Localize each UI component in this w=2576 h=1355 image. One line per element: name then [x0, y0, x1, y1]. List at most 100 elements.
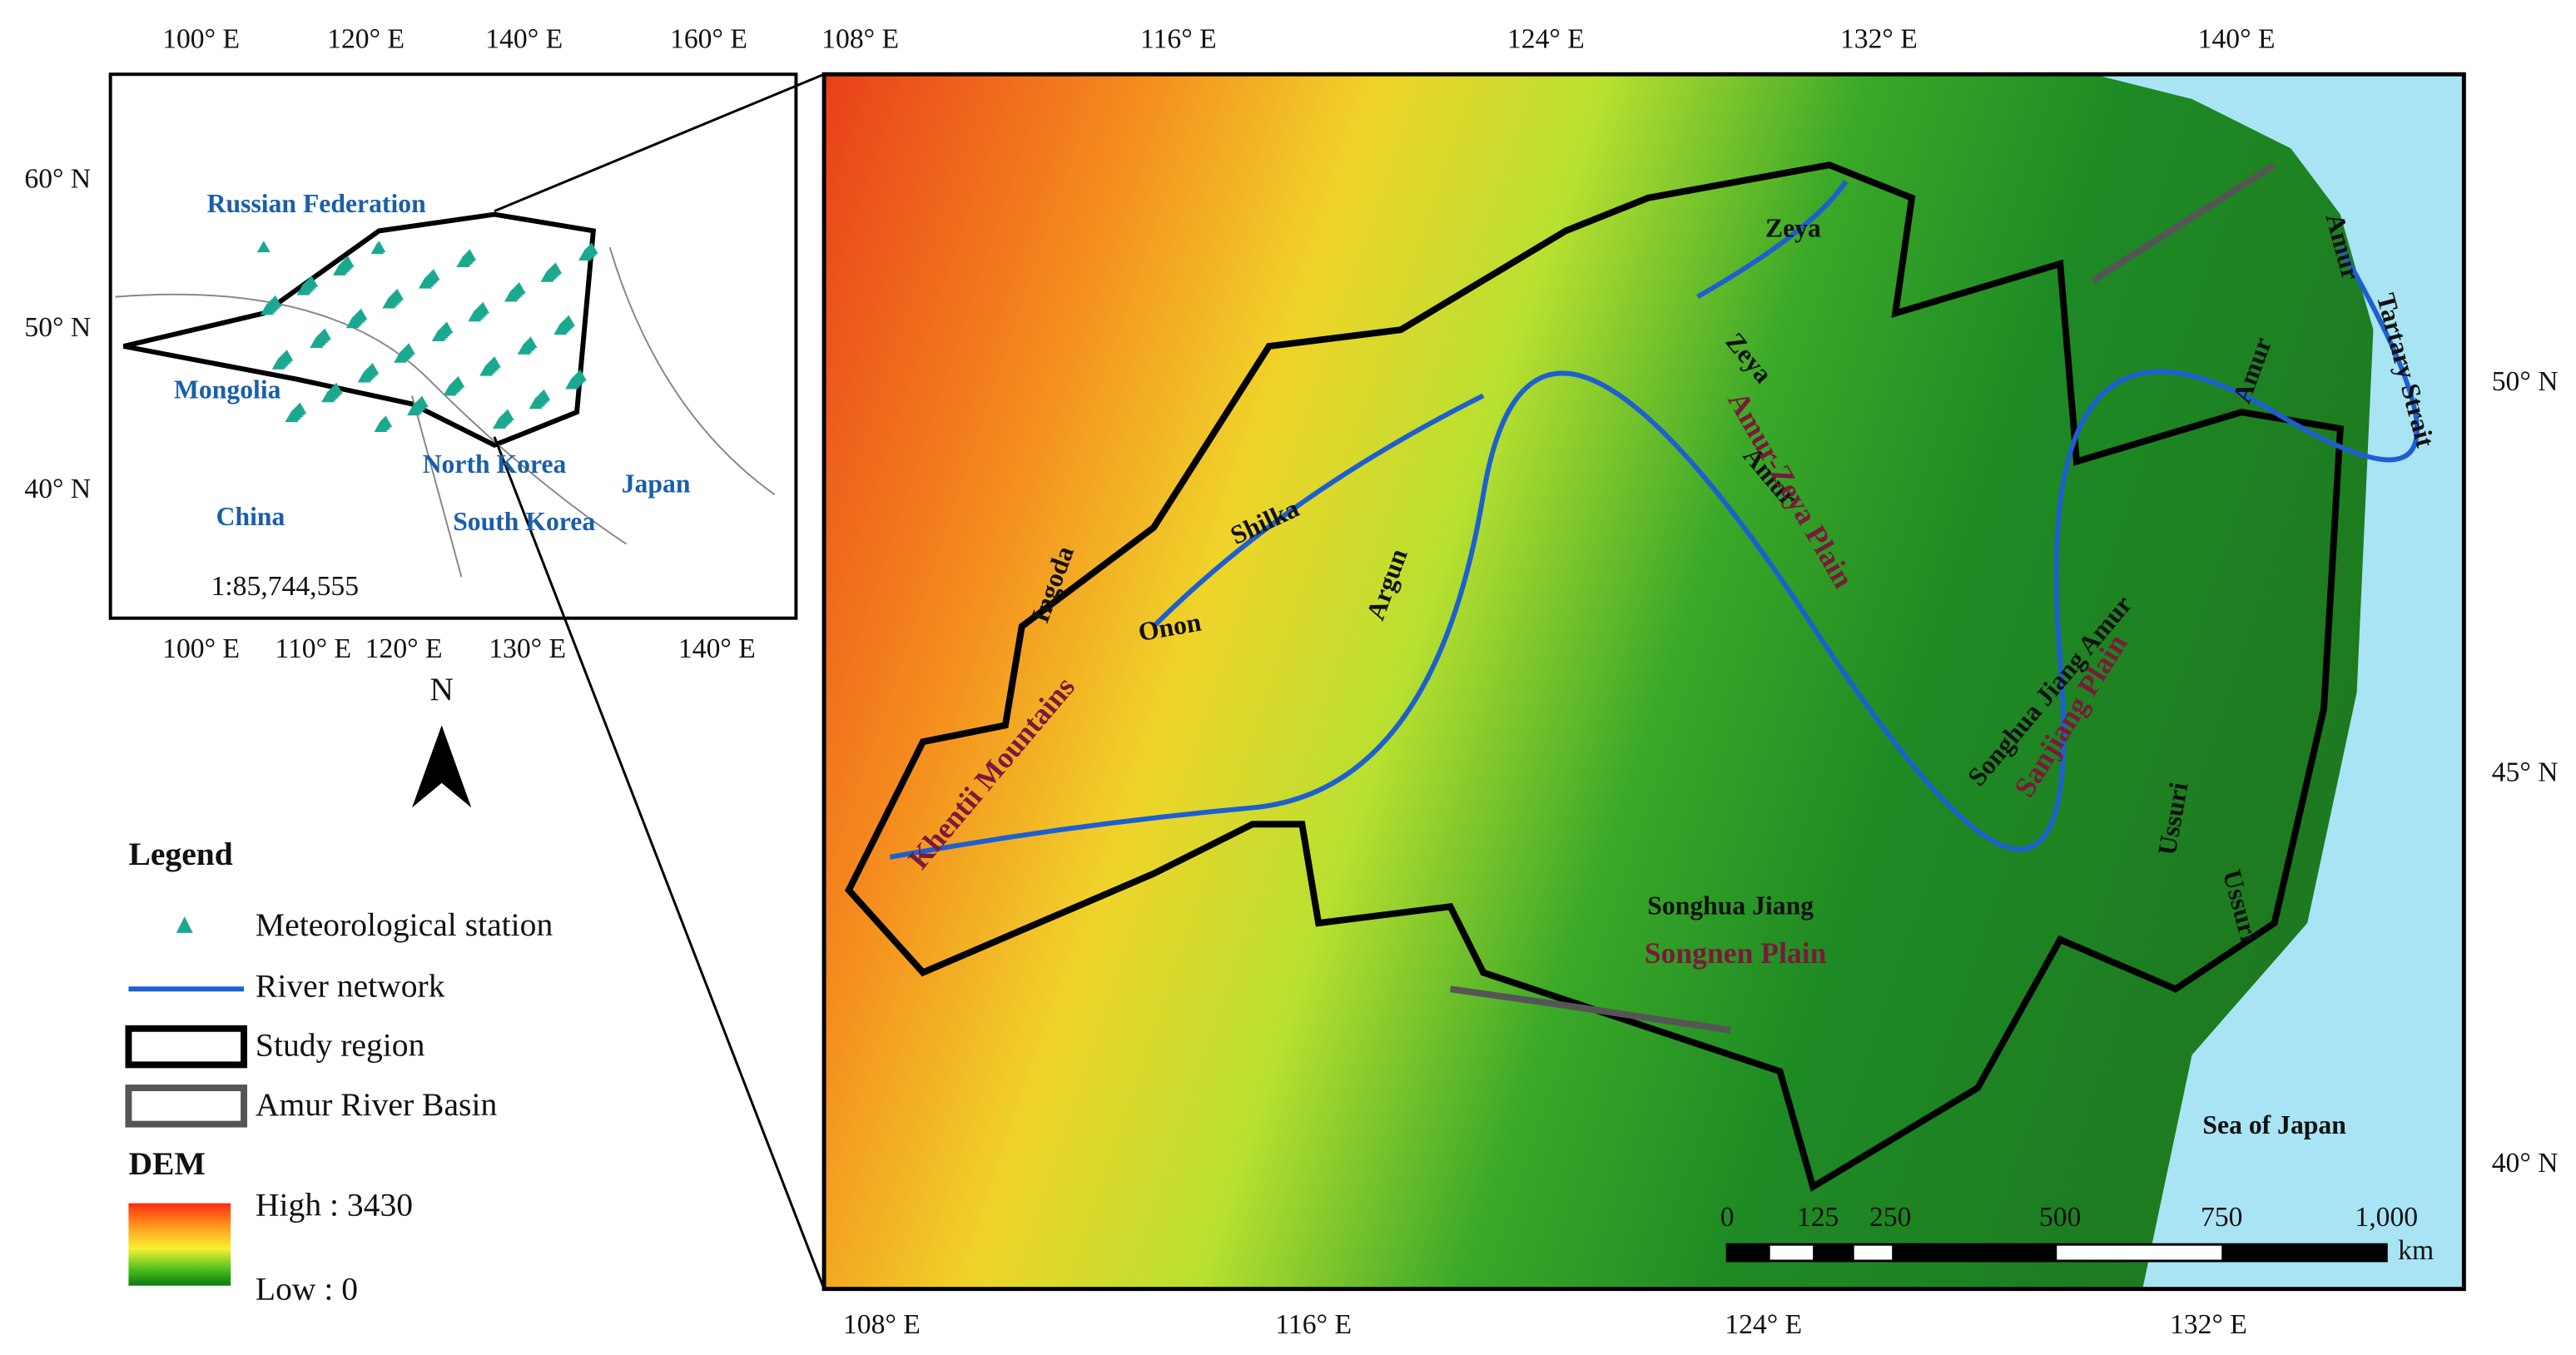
scale-tick: 1,000 [2355, 1202, 2418, 1233]
north-arrow [412, 725, 472, 808]
station [374, 420, 388, 432]
station [271, 357, 285, 370]
legend-station-symbol [176, 916, 193, 933]
main-bottom-tick: 116° E [1275, 1309, 1352, 1340]
legend-item: Amur River Basin [256, 1086, 498, 1123]
sea [2092, 74, 2464, 1289]
dem-high: High : 3430 [256, 1187, 413, 1223]
inset-label: Japan [622, 469, 691, 499]
legend-basin-symbol [125, 1084, 248, 1128]
station [285, 410, 299, 423]
main-top-tick: 116° E [1140, 23, 1217, 54]
station [479, 364, 494, 376]
dem-ramp [128, 1203, 231, 1286]
station [418, 276, 432, 289]
dem-low: Low : 0 [256, 1271, 358, 1308]
study-region [845, 161, 2344, 1192]
station [357, 370, 371, 383]
main-bottom-tick: 108° E [843, 1309, 921, 1340]
station [443, 384, 457, 396]
inset-left-tick: 40° N [24, 474, 91, 504]
station [370, 242, 385, 255]
station [578, 249, 592, 261]
inset-label: South Korea [453, 507, 595, 536]
inset-left-tick: 60° N [24, 164, 91, 195]
inset-borders [115, 246, 776, 578]
station [468, 310, 482, 322]
inset-top-tick: 160° E [670, 23, 747, 54]
main-top-tick: 140° E [2198, 23, 2276, 54]
inset-label: Russian Federation [207, 189, 426, 218]
station [553, 323, 568, 335]
main-top-tick: 124° E [1507, 23, 1585, 54]
scale-tick: 250 [1869, 1202, 1911, 1233]
station [565, 377, 579, 390]
station [431, 330, 445, 342]
station [296, 283, 310, 295]
inset-label: Mongolia [174, 375, 281, 405]
north-label: N [429, 671, 454, 707]
scale-tick: 500 [2039, 1202, 2081, 1233]
region-label: Songnen Plain [1645, 936, 1827, 970]
amur-basin [1449, 161, 2276, 1034]
river-network [889, 180, 2420, 860]
river-label: Zeya [1765, 214, 1821, 243]
station [493, 417, 506, 429]
station [517, 343, 531, 355]
zoom-line [494, 72, 825, 212]
main-frame [821, 72, 2466, 1292]
main-right-tick: 50° N [2492, 366, 2559, 397]
inset-label: North Korea [423, 449, 567, 479]
zoom-line [493, 436, 826, 1290]
main-bottom-tick: 132° E [2170, 1309, 2247, 1340]
inset-bottom-tick: 120° E [365, 633, 443, 664]
legend-item: River network [256, 967, 445, 1004]
river-label: Songhua Jiang [1647, 891, 1814, 920]
scale-tick: 0 [1720, 1202, 1735, 1233]
station [504, 290, 518, 302]
inset-bottom-tick: 130° E [489, 633, 566, 664]
station [260, 303, 274, 315]
station [382, 296, 396, 309]
station [332, 263, 346, 275]
legend-study-symbol [125, 1025, 248, 1069]
station [310, 336, 324, 348]
inset-left-tick: 50° N [24, 312, 91, 343]
station [321, 390, 335, 403]
inset-bottom-tick: 110° E [275, 633, 351, 664]
river-label: Sea of Japan [2202, 1110, 2346, 1139]
station [394, 350, 408, 363]
dem-title: DEM [128, 1145, 205, 1182]
scale-tick: 750 [2201, 1202, 2242, 1233]
main-top-tick: 132° E [1840, 23, 1918, 54]
main-bottom-tick: 124° E [1725, 1309, 1802, 1340]
inset-study-region [122, 211, 597, 449]
inset-top-tick: 140° E [485, 23, 563, 54]
main-right-tick: 40° N [2492, 1148, 2559, 1179]
legend-item: Meteorological station [256, 906, 553, 943]
inset-label: China [216, 502, 285, 531]
inset-bottom-tick: 100° E [162, 633, 240, 664]
scale-bar-seg [2221, 1244, 2387, 1261]
scale-bar-seg [1892, 1244, 2057, 1261]
stations [256, 241, 598, 432]
inset-scale: 1:85,744,555 [211, 571, 359, 602]
main-right-tick: 45° N [2492, 757, 2559, 788]
station [407, 404, 420, 416]
station [345, 316, 360, 329]
inset-bottom-tick: 140° E [678, 633, 756, 664]
station [456, 256, 470, 267]
station [529, 397, 543, 409]
scale-bar-seg [1727, 1244, 1770, 1261]
scale-tick: 125 [1797, 1202, 1839, 1233]
inset-top-tick: 100° E [162, 23, 240, 54]
main-top-tick: 108° E [821, 23, 899, 54]
inset-top-tick: 120° E [327, 23, 405, 54]
scale-unit: km [2398, 1235, 2434, 1266]
station [540, 270, 554, 282]
scale-bar-seg [1813, 1244, 1854, 1261]
inset-frame [108, 72, 798, 620]
legend-item: Study region [256, 1027, 425, 1064]
